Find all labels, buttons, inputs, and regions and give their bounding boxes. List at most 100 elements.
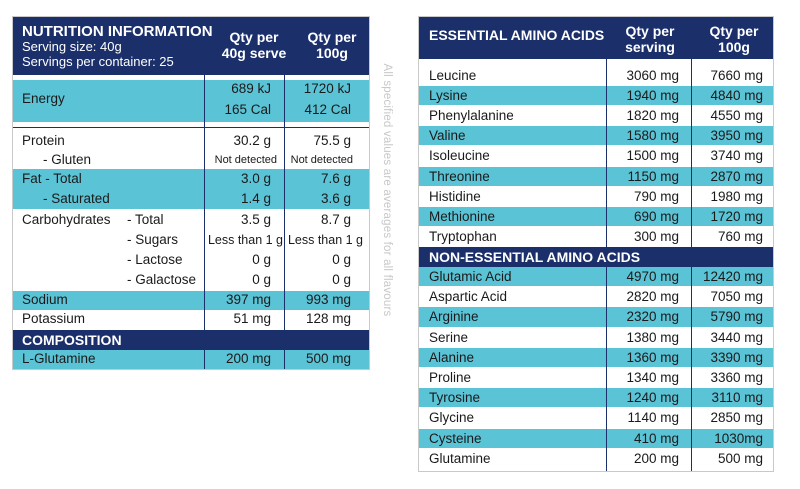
amino-acid-serve: 790 mg [633,188,679,204]
fat-band [13,169,369,209]
amino-acid-row: Glycine 1140 mg 2850 mg [419,408,773,428]
composition-label: L-Glutamine [22,351,96,366]
amino-acid-name: Threonine [429,168,490,184]
amino-acid-row: Glutamine 200 mg 500 mg [419,449,773,469]
amino-acid-100: 5790 mg [710,309,763,325]
amino-col-header-serve: Qty per serving [625,23,675,55]
amino-acid-serve: 200 mg [633,450,679,466]
amino-acid-serve: 1820 mg [626,108,679,124]
sodium-band [13,291,369,310]
potassium-serve: 51 mg [233,311,271,326]
energy-band [13,80,369,122]
amino-acid-row: Arginine 2320 mg 5790 mg [419,307,773,327]
sodium-serve: 397 mg [225,292,271,307]
amino-acid-name: Alanine [429,349,475,365]
serving-size: Serving size: 40g [22,39,122,54]
servings-per-container: Servings per container: 25 [22,54,174,69]
amino-acid-serve: 4970 mg [626,269,679,284]
amino-acid-row: Glutamic Acid 4970 mg 12420 mg [419,267,773,287]
amino-acid-name: Isoleucine [429,148,490,164]
galactose-100: 0 g [332,272,351,287]
amino-acid-panel: ESSENTIAL AMINO ACIDS Qty per serving Qt… [418,16,774,472]
sugars-100: Less than 1 g [287,233,363,247]
amino-acid-100: 3740 mg [710,148,763,164]
lactose-100: 0 g [332,252,351,267]
amino-acid-row: Serine 1380 mg 3440 mg [419,328,773,348]
amino-acid-row: Cysteine 410 mg 1030mg [419,429,773,449]
energy-row: Energy [13,89,369,109]
amino-acid-100: 1030mg [714,430,763,446]
amino-acid-name: Tryptophan [429,228,497,244]
amino-acid-name: Glutamine [429,450,491,466]
amino-acid-name: Histidine [429,188,481,204]
amino-acid-100: 3110 mg [711,390,763,406]
row-band [419,347,773,367]
amino-acid-row: Tyrosine 1240 mg 3110 mg [419,388,773,408]
galactose-serve: 0 g [252,272,271,287]
fat-serve: 3.0 g [240,171,271,186]
amino-acid-name: Methionine [429,208,496,224]
amino-acid-100: 760 mg [717,228,763,244]
composition-band [13,350,369,369]
column-divider [284,75,285,369]
energy-cal-100: 412 Cal [304,102,351,117]
amino-acid-name: Glycine [429,410,475,426]
carbs-serve: 3.5 g [240,212,271,227]
sodium-row: Sodium 397 mg 993 mg [13,290,369,310]
amino-acid-name: Tyrosine [429,390,481,406]
averages-note-text: All specified values are averages for al… [381,63,393,317]
amino-acid-name: Serine [429,329,469,345]
sugars-row: - Sugars Less than 1 g Less than 1 g [13,230,369,250]
composition-100: 500 mg [305,351,351,366]
amino-acid-name: Glutamic Acid [429,269,512,284]
column-divider [606,59,607,247]
amino-acid-serve: 410 mg [633,430,679,446]
essential-title: ESSENTIAL AMINO ACIDS [429,27,605,43]
amino-acid-100: 3360 mg [710,370,763,385]
amino-acid-row: Isoleucine 1500 mg 3740 mg [419,146,773,166]
protein-serve: 30.2 g [233,133,271,148]
energy-cal-row: 165 Cal 412 Cal [13,100,369,120]
amino-acid-serve: 690 mg [633,208,679,224]
amino-acid-row: Histidine 790 mg 1980 mg [419,187,773,207]
saturated-100: 3.6 g [320,191,351,206]
amino-acid-name: Arginine [429,309,479,325]
potassium-row: Potassium 51 mg 128 mg [13,309,369,329]
sodium-label: Sodium [22,292,68,307]
col-header-serve: Qty per 40g serve [221,29,287,61]
row-band [419,206,773,226]
saturated-label: - Saturated [43,191,110,206]
averages-note: All specified values are averages for al… [377,20,397,360]
gluten-row: - Gluten Not detected Not detected [13,150,369,170]
row-band [419,126,773,146]
amino-acid-serve: 1500 mg [626,148,679,164]
composition-serve: 200 mg [225,351,271,366]
fat-row: Fat - Total 3.0 g 7.6 g [13,169,369,189]
non-essential-title: NON-ESSENTIAL AMINO ACIDS [429,249,641,265]
protein-100: 75.5 g [313,133,351,148]
amino-acid-100: 3950 mg [710,128,763,144]
energy-cal-serve: 165 Cal [224,102,271,117]
potassium-100: 128 mg [305,311,351,326]
carbs-label: Carbohydrates [22,212,111,227]
amino-acid-row: Phenylalanine 1820 mg 4550 mg [419,106,773,126]
lactose-label: - Lactose [127,252,183,267]
sugars-serve: Less than 1 g [207,233,283,247]
composition-row: L-Glutamine 200 mg 500 mg [13,349,369,369]
row-band [419,428,773,448]
amino-acid-name: Phenylalanine [429,108,514,124]
energy-kj-row: 689 kJ 1720 kJ [13,79,369,99]
carbs-100: 8.7 g [320,212,351,227]
gluten-label: - Gluten [43,152,92,167]
amino-acid-name: Leucine [429,68,477,83]
amino-acid-serve: 1580 mg [626,128,679,144]
amino-acid-serve: 1940 mg [626,88,679,104]
amino-acid-100: 7660 mg [710,68,763,83]
potassium-label: Potassium [22,311,86,326]
amino-acid-serve: 1150 mg [627,168,679,184]
gluten-100: Not detected [290,154,353,166]
nutrition-title: NUTRITION INFORMATION [22,23,213,40]
row-band [419,267,773,287]
nutrition-panel: NUTRITION INFORMATION Serving size: 40g … [12,16,370,370]
amino-acid-100: 1980 mg [710,188,763,204]
